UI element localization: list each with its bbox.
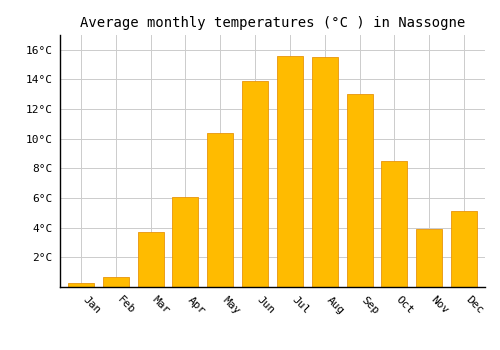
Bar <box>312 57 338 287</box>
Bar <box>207 133 234 287</box>
Bar <box>277 56 303 287</box>
Bar <box>451 211 477 287</box>
Bar <box>102 276 129 287</box>
Bar <box>172 197 199 287</box>
Bar <box>416 229 442 287</box>
Bar <box>382 161 407 287</box>
Bar <box>242 81 268 287</box>
Bar <box>68 282 94 287</box>
Bar <box>346 94 372 287</box>
Bar <box>138 232 164 287</box>
Title: Average monthly temperatures (°C ) in Nassogne: Average monthly temperatures (°C ) in Na… <box>80 16 465 30</box>
